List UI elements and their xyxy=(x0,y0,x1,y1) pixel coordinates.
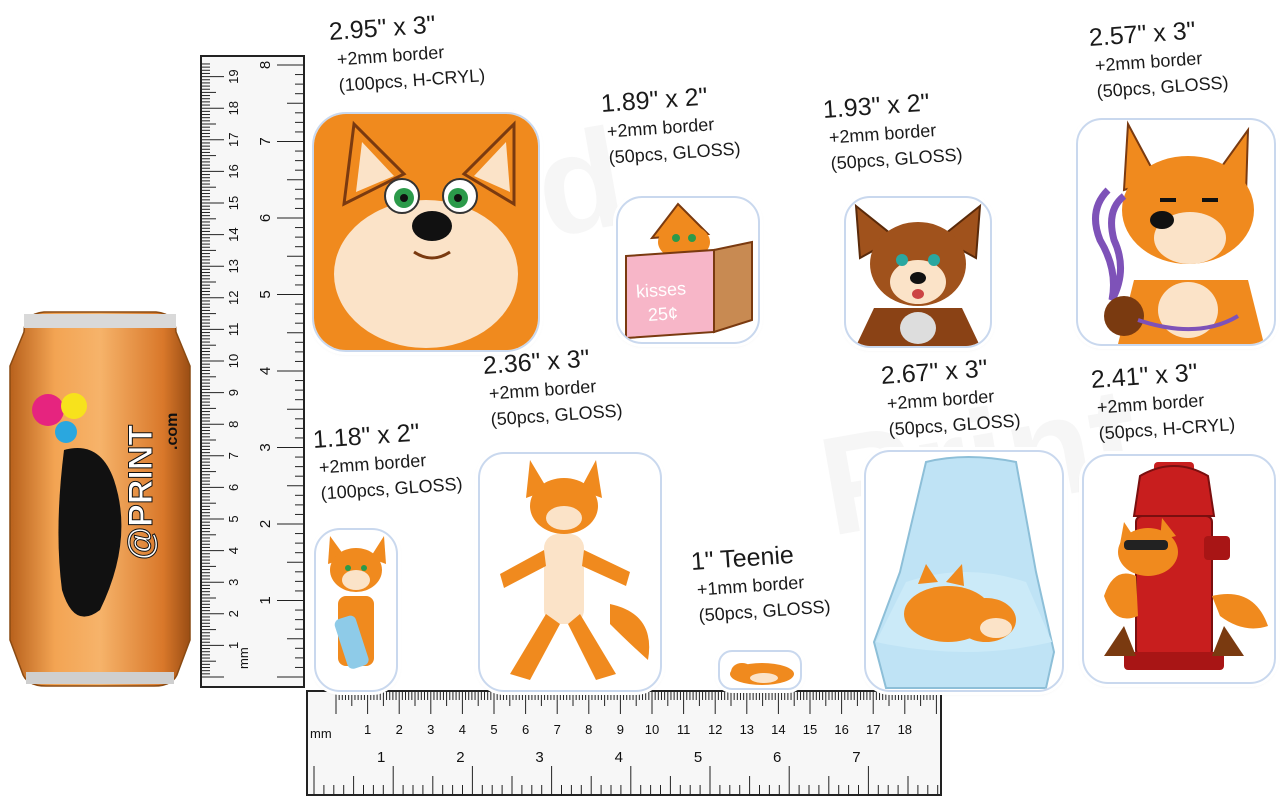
ruler-cm-label: 11 xyxy=(226,323,241,337)
ruler-inch-label: 4 xyxy=(615,749,623,766)
ruler-cm-label: 4 xyxy=(226,547,241,554)
ruler-cm-label: 14 xyxy=(226,227,241,241)
sticker-9-label: 2.41" x 3" +2mm border (50pcs, H-CRYL) xyxy=(1090,356,1236,447)
sticker-fox-leash xyxy=(1076,118,1276,346)
ruler-cm-label: 5 xyxy=(226,515,241,522)
ruler-cm-label: 10 xyxy=(226,354,241,368)
ruler-cm-label: 9 xyxy=(617,722,624,737)
sticker-fox-face xyxy=(312,112,540,352)
ruler-inch-label: 6 xyxy=(773,749,781,766)
ruler-cm-label: 13 xyxy=(226,259,241,273)
sticker-3-label: 1.93" x 2" +2mm border (50pcs, GLOSS) xyxy=(822,87,963,177)
ruler-cm-label: 8 xyxy=(226,421,241,428)
ruler-cm-label: 2 xyxy=(226,610,241,617)
ruler-cm-label: 12 xyxy=(708,722,722,737)
can-domain-text: .com xyxy=(164,412,181,450)
ruler-unit-label: mm xyxy=(310,726,332,741)
horizontal-ruler: 1 2 3 4 5 6 7 8 9 10 11 12 13 14 15 16 17 18 1 2 3 4 5 6 7 mm xyxy=(306,690,942,796)
ruler-cm-label: 14 xyxy=(771,722,785,737)
ruler-cm-label: 15 xyxy=(226,196,241,210)
ruler-cm-label: 4 xyxy=(459,722,466,737)
sticker-fox-surprised xyxy=(844,196,992,348)
ruler-inch-label: 2 xyxy=(257,520,274,528)
vertical-ruler: 1 2 3 4 5 6 7 8 9 10 11 12 13 14 15 16 17 18 19 1 2 3 4 5 6 7 8 mm xyxy=(200,55,305,688)
ruler-unit-label: mm xyxy=(236,647,251,669)
ruler-cm-label: 16 xyxy=(834,722,848,737)
sticker-fox-standing xyxy=(478,452,662,692)
ruler-cm-label: 5 xyxy=(490,722,497,737)
ruler-cm-label: 6 xyxy=(522,722,529,737)
ruler-inch-label: 7 xyxy=(852,749,860,766)
ruler-cm-label: 11 xyxy=(677,722,691,737)
ruler-cm-label: 16 xyxy=(226,164,241,178)
box-text-kisses: kisses xyxy=(635,278,687,302)
sticker-6-label: 2.36" x 3" +2mm border (50pcs, GLOSS) xyxy=(482,343,623,433)
ruler-cm-label: 1 xyxy=(226,642,241,649)
soda-can: @PRINT .com xyxy=(4,310,196,688)
ruler-inch-label: 4 xyxy=(257,367,274,375)
sticker-fox-hydrant xyxy=(1082,454,1276,684)
ruler-cm-label: 3 xyxy=(427,722,434,737)
ruler-cm-label: 18 xyxy=(898,722,912,737)
ruler-cm-label: 13 xyxy=(740,722,754,737)
ruler-cm-label: 12 xyxy=(226,291,241,305)
sticker-fox-curled xyxy=(864,450,1064,692)
ruler-cm-label: 17 xyxy=(226,133,241,147)
ruler-cm-label: 17 xyxy=(866,722,880,737)
ruler-cm-label: 15 xyxy=(803,722,817,737)
ruler-cm-label: 18 xyxy=(226,101,241,115)
ruler-inch-label: 1 xyxy=(377,749,385,766)
sticker-2-label: 1.89" x 2" +2mm border (50pcs, GLOSS) xyxy=(600,81,741,171)
ruler-cm-label: 7 xyxy=(554,722,561,737)
ruler-cm-label: 9 xyxy=(226,389,241,396)
can-brand-text: @PRINT xyxy=(122,424,161,560)
sticker-8-label: 2.67" x 3" +2mm border (50pcs, GLOSS) xyxy=(880,353,1021,443)
sticker-7-label: 1" Teenie +1mm border (50pcs, GLOSS) xyxy=(690,539,831,629)
sticker-1-label: 2.95" x 3" +2mm border (100pcs, H-CRYL) xyxy=(328,7,486,98)
ruler-inch-label: 5 xyxy=(694,749,702,766)
box-text-price: 25¢ xyxy=(647,302,679,326)
ruler-cm-label: 1 xyxy=(364,722,371,737)
sticker-4-label: 2.57" x 3" +2mm border (50pcs, GLOSS) xyxy=(1088,15,1229,105)
ruler-inch-label: 2 xyxy=(456,749,464,766)
ruler-cm-label: 6 xyxy=(226,484,241,491)
ruler-cm-label: 7 xyxy=(226,452,241,459)
sticker-fox-teenie xyxy=(718,650,802,690)
ruler-cm-label: 2 xyxy=(396,722,403,737)
sticker-fox-bottle xyxy=(314,528,398,692)
sticker-kisses-box: kisses 25¢ xyxy=(616,196,760,344)
ruler-cm-label: 3 xyxy=(226,579,241,586)
ruler-inch-label: 3 xyxy=(257,443,274,451)
ruler-cm-label: 10 xyxy=(645,722,659,737)
ruler-cm-label: 8 xyxy=(585,722,592,737)
ruler-inch-label: 5 xyxy=(257,290,274,298)
ruler-cm-label: 19 xyxy=(226,69,241,83)
ruler-inch-label: 3 xyxy=(535,749,543,766)
ruler-inch-label: 8 xyxy=(257,61,274,69)
ruler-inch-label: 6 xyxy=(257,214,274,222)
ruler-inch-label: 1 xyxy=(257,596,274,604)
ruler-inch-label: 7 xyxy=(257,137,274,145)
sticker-5-label: 1.18" x 2" +2mm border (100pcs, GLOSS) xyxy=(312,416,463,507)
